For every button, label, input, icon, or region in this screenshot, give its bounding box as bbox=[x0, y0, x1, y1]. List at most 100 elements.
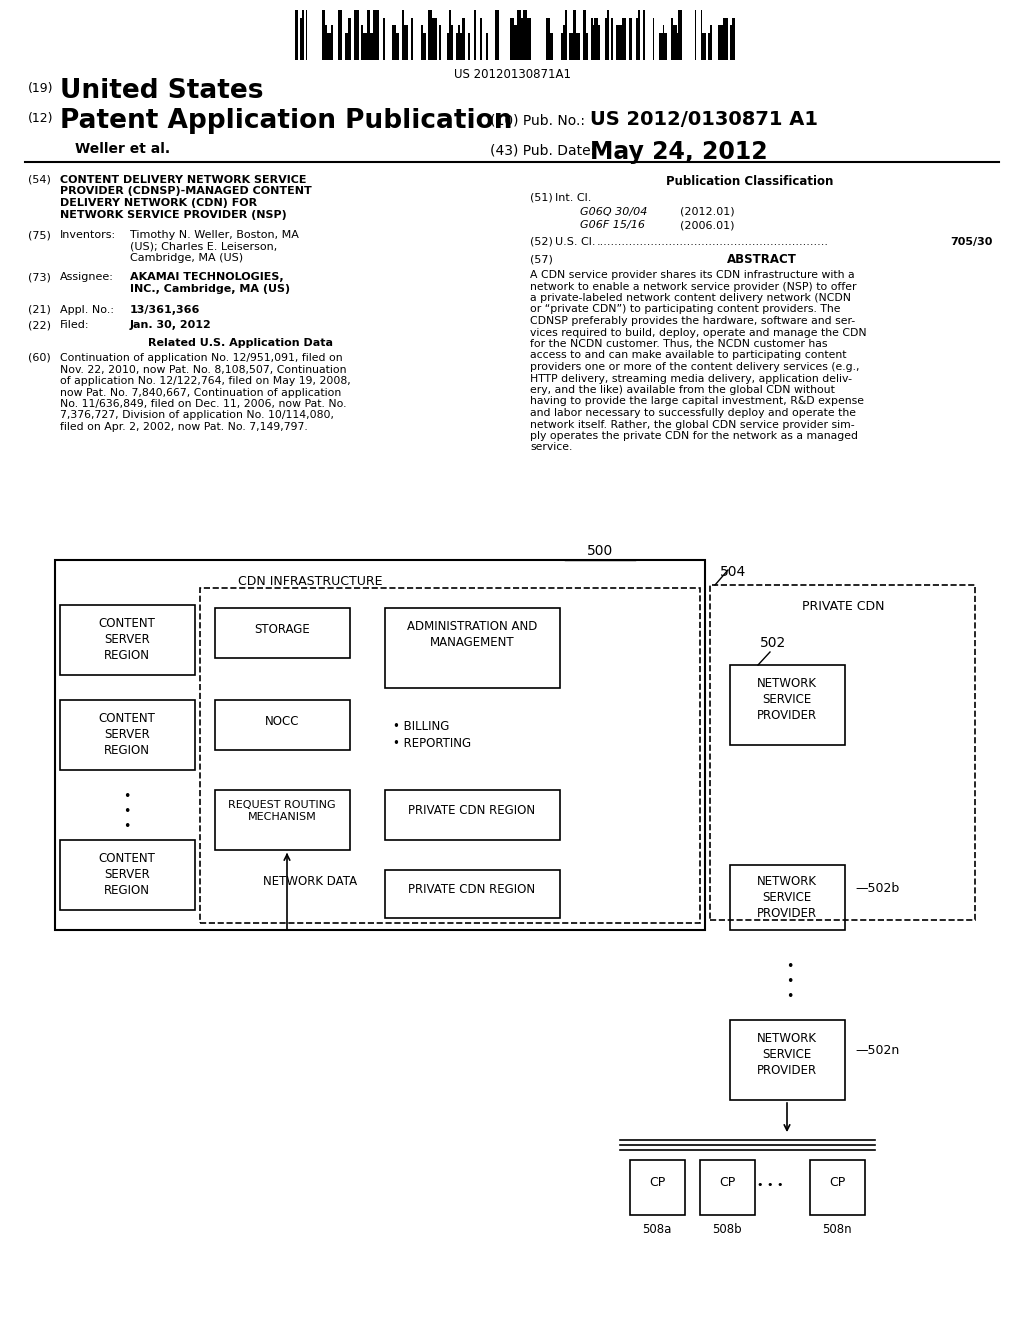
Text: 508a: 508a bbox=[642, 1224, 672, 1236]
Bar bbox=[610, 17, 613, 59]
Text: Weller et al.: Weller et al. bbox=[75, 143, 170, 156]
Text: providers one or more of the content delivery services (e.g.,: providers one or more of the content del… bbox=[530, 362, 859, 372]
Text: Nov. 22, 2010, now Pat. No. 8,108,507, Continuation: Nov. 22, 2010, now Pat. No. 8,108,507, C… bbox=[60, 364, 346, 375]
Bar bbox=[446, 33, 449, 59]
Bar bbox=[385, 789, 560, 840]
Bar bbox=[583, 11, 586, 59]
Text: (73): (73) bbox=[28, 272, 51, 282]
Bar bbox=[411, 17, 413, 59]
Bar bbox=[732, 17, 734, 59]
Text: ply operates the private CDN for the network as a managed: ply operates the private CDN for the net… bbox=[530, 432, 858, 441]
Bar bbox=[517, 11, 521, 59]
Text: ADMINISTRATION AND
MANAGEMENT: ADMINISTRATION AND MANAGEMENT bbox=[407, 620, 538, 649]
Bar bbox=[353, 11, 356, 59]
Bar bbox=[622, 17, 626, 59]
Bar bbox=[215, 700, 350, 750]
Text: now Pat. No. 7,840,667, Continuation of application: now Pat. No. 7,840,667, Continuation of … bbox=[60, 388, 341, 397]
Bar bbox=[663, 25, 664, 59]
Bar bbox=[60, 840, 195, 909]
Bar bbox=[527, 17, 531, 59]
Text: A CDN service provider shares its CDN infrastructure with a: A CDN service provider shares its CDN in… bbox=[530, 271, 855, 280]
Text: 7,376,727, Division of application No. 10/114,080,: 7,376,727, Division of application No. 1… bbox=[60, 411, 334, 421]
Bar bbox=[664, 33, 667, 59]
Bar bbox=[456, 33, 458, 59]
Bar bbox=[385, 609, 560, 688]
Bar bbox=[423, 33, 426, 59]
Bar bbox=[295, 11, 298, 59]
Bar bbox=[215, 609, 350, 657]
Bar bbox=[60, 605, 195, 675]
Bar bbox=[615, 25, 620, 59]
Text: filed on Apr. 2, 2002, now Pat. No. 7,149,797.: filed on Apr. 2, 2002, now Pat. No. 7,14… bbox=[60, 422, 308, 432]
Bar bbox=[658, 33, 663, 59]
Text: Int. Cl.: Int. Cl. bbox=[555, 193, 592, 203]
Text: 500: 500 bbox=[587, 544, 613, 558]
Text: (54): (54) bbox=[28, 176, 51, 185]
Bar bbox=[642, 11, 645, 59]
Text: a private-labeled network content delivery network (NCDN: a private-labeled network content delive… bbox=[530, 293, 851, 304]
Bar bbox=[565, 11, 567, 59]
Text: May 24, 2012: May 24, 2012 bbox=[590, 140, 768, 164]
Bar bbox=[710, 585, 975, 920]
Text: CONTENT
SERVER
REGION: CONTENT SERVER REGION bbox=[98, 711, 156, 756]
Text: network itself. Rather, the global CDN service provider sim-: network itself. Rather, the global CDN s… bbox=[530, 420, 855, 429]
Text: 508n: 508n bbox=[822, 1224, 852, 1236]
Bar bbox=[700, 1160, 755, 1214]
Text: and labor necessary to successfully deploy and operate the: and labor necessary to successfully depl… bbox=[530, 408, 856, 418]
Bar bbox=[361, 25, 362, 59]
Text: CP: CP bbox=[719, 1176, 735, 1188]
Text: (60): (60) bbox=[28, 352, 51, 363]
Bar bbox=[560, 33, 562, 59]
Text: (10) Pub. No.:: (10) Pub. No.: bbox=[490, 114, 585, 128]
Bar bbox=[348, 17, 351, 59]
Bar bbox=[392, 25, 396, 59]
Text: STORAGE: STORAGE bbox=[254, 623, 310, 636]
Bar bbox=[383, 17, 384, 59]
Bar bbox=[200, 587, 700, 923]
Text: • BILLING
• REPORTING: • BILLING • REPORTING bbox=[393, 719, 471, 750]
Text: (21): (21) bbox=[28, 305, 51, 315]
Bar bbox=[638, 11, 640, 59]
Text: Continuation of application No. 12/951,091, filed on: Continuation of application No. 12/951,0… bbox=[60, 352, 343, 363]
Bar bbox=[593, 25, 594, 59]
Text: (75): (75) bbox=[28, 230, 51, 240]
Text: •: • bbox=[786, 975, 794, 987]
Bar bbox=[575, 33, 580, 59]
Bar bbox=[569, 33, 573, 59]
Text: (52): (52) bbox=[530, 238, 553, 247]
Text: (2006.01): (2006.01) bbox=[680, 220, 734, 230]
Bar bbox=[305, 11, 307, 59]
Bar bbox=[594, 17, 596, 59]
Text: •: • bbox=[123, 789, 131, 803]
Bar bbox=[385, 870, 560, 917]
Bar bbox=[730, 865, 845, 931]
Bar bbox=[495, 11, 499, 59]
Text: Assignee:: Assignee: bbox=[60, 272, 114, 282]
Text: of application No. 12/122,764, filed on May 19, 2008,: of application No. 12/122,764, filed on … bbox=[60, 376, 351, 385]
Bar bbox=[723, 17, 725, 59]
Text: •: • bbox=[123, 805, 131, 818]
Text: 13/361,366: 13/361,366 bbox=[130, 305, 201, 315]
Bar bbox=[671, 17, 673, 59]
Text: Timothy N. Weller, Boston, MA: Timothy N. Weller, Boston, MA bbox=[130, 230, 299, 240]
Text: 502: 502 bbox=[760, 636, 786, 649]
Text: access to and can make available to participating content: access to and can make available to part… bbox=[530, 351, 847, 360]
Text: (43) Pub. Date:: (43) Pub. Date: bbox=[490, 143, 595, 157]
Bar bbox=[652, 17, 654, 59]
Text: Cambridge, MA (US): Cambridge, MA (US) bbox=[130, 253, 243, 263]
Text: NETWORK DATA: NETWORK DATA bbox=[263, 875, 357, 888]
Text: 705/30: 705/30 bbox=[950, 238, 993, 247]
Bar bbox=[596, 17, 597, 59]
Bar bbox=[700, 11, 702, 59]
Text: U.S. Cl.: U.S. Cl. bbox=[555, 238, 596, 247]
Text: ABSTRACT: ABSTRACT bbox=[727, 253, 797, 267]
Text: G06Q 30/04: G06Q 30/04 bbox=[580, 207, 647, 216]
Bar bbox=[510, 17, 514, 59]
Text: CP: CP bbox=[828, 1176, 845, 1188]
Bar bbox=[331, 25, 333, 59]
Bar bbox=[480, 17, 482, 59]
Text: • • •: • • • bbox=[757, 1180, 783, 1191]
Bar bbox=[573, 11, 575, 59]
Text: vices required to build, deploy, operate and manage the CDN: vices required to build, deploy, operate… bbox=[530, 327, 866, 338]
Bar bbox=[449, 11, 451, 59]
